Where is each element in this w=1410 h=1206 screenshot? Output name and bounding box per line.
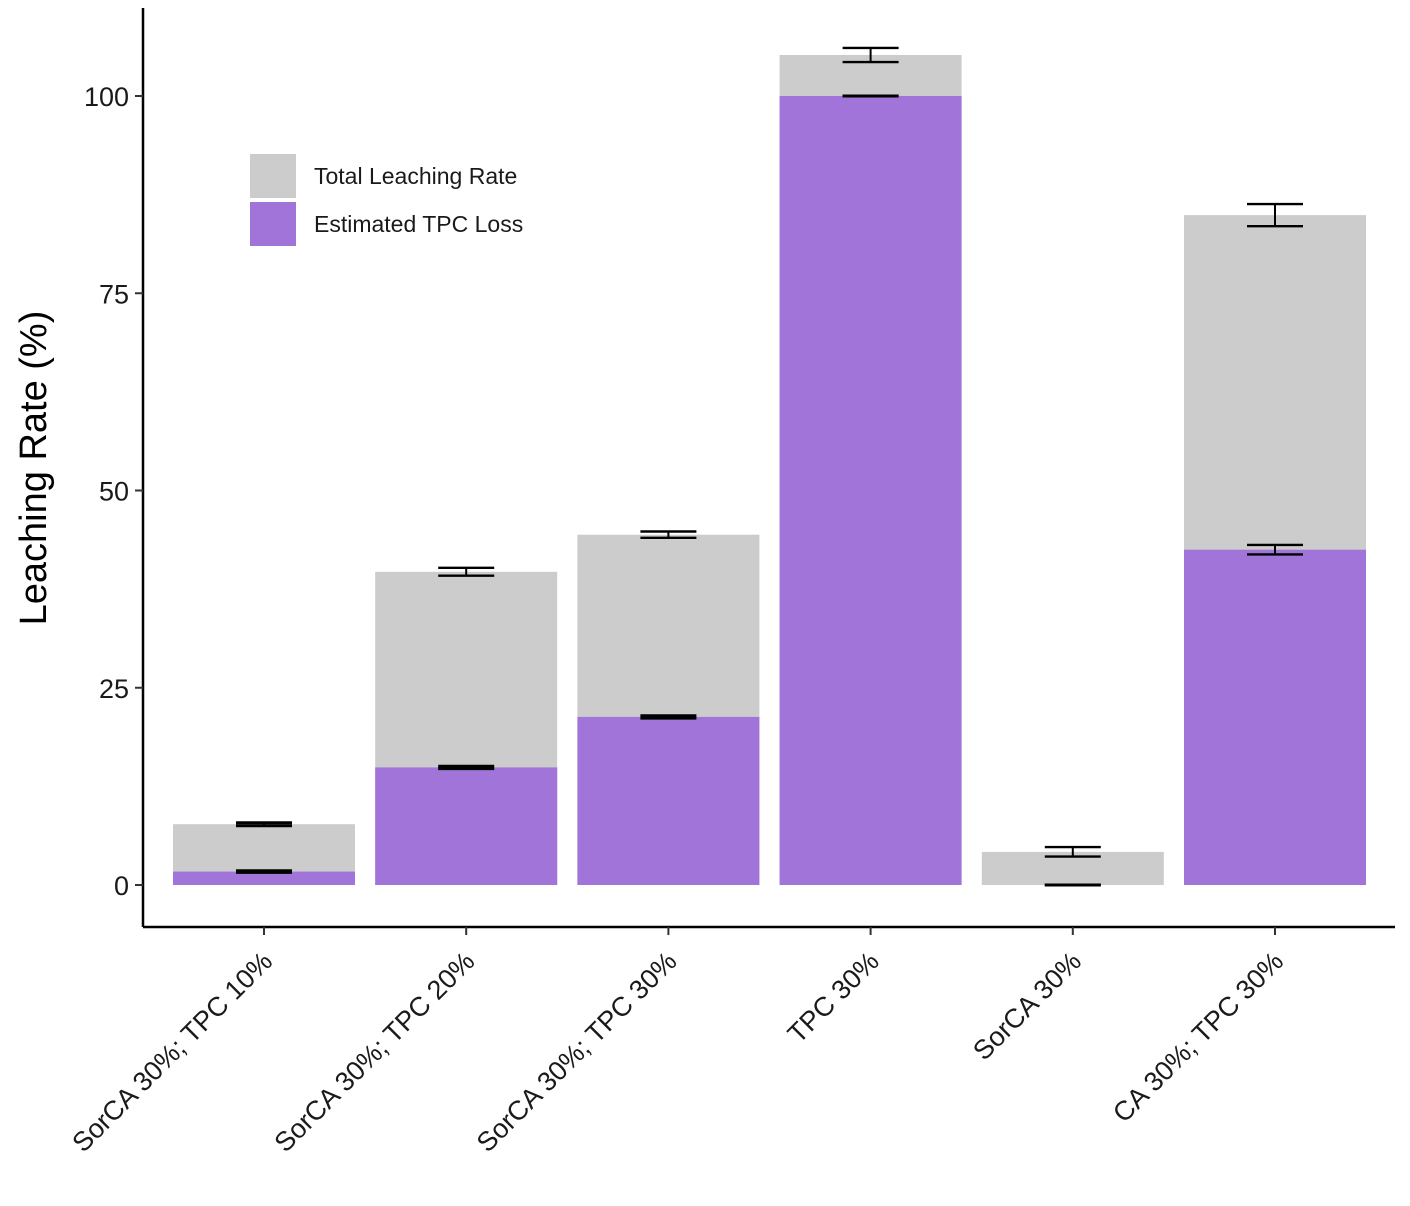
y-axis-title: Leaching Rate (%) (13, 311, 55, 626)
y-tick-label-100: 100 (84, 82, 129, 112)
error-bar-tpc-loss-0 (236, 869, 292, 874)
bar-tpc-loss-5 (1184, 549, 1366, 885)
error-bar-tpc-loss-2 (640, 714, 697, 720)
x-tick-label-4: SorCA 30% (967, 946, 1087, 1066)
error-bar-total-2 (640, 530, 697, 539)
y-tick-label-50: 50 (99, 477, 129, 507)
error-bar-tpc-loss-5 (1247, 543, 1303, 556)
x-tick-label-3: TPC 30% (782, 946, 885, 1049)
error-bar-total-5 (1247, 202, 1303, 228)
error-bar-layer (236, 46, 1303, 887)
error-bar-total-3 (842, 46, 899, 64)
error-bar-tpc-loss-1 (438, 764, 495, 771)
x-tick-label-1: SorCA 30%; TPC 20% (269, 946, 481, 1158)
legend-key-tpc-loss (250, 202, 296, 246)
legend-label-total: Total Leaching Rate (314, 163, 517, 189)
x-tick-label-5: CA 30%; TPC 30% (1107, 946, 1289, 1128)
bar-tpc-loss-1 (375, 767, 558, 885)
y-tick-label-0: 0 (114, 871, 129, 901)
error-bar-total-4 (1044, 845, 1101, 858)
bar-tpc-loss-0 (173, 871, 355, 885)
bar-layer (173, 55, 1366, 886)
bar-tpc-loss-3 (779, 96, 962, 885)
legend: Total Leaching Rate Estimated TPC Loss (250, 154, 523, 246)
legend-key-total (250, 154, 296, 198)
x-tick-label-2: SorCA 30%; TPC 30% (471, 946, 683, 1158)
bar-tpc-loss-2 (577, 716, 760, 885)
x-tick-label-0: SorCA 30%; TPC 10% (66, 946, 278, 1158)
y-tick-label-75: 75 (99, 279, 129, 309)
y-tick-label-25: 25 (99, 674, 129, 704)
error-bar-total-1 (438, 566, 495, 577)
error-bar-total-0 (236, 821, 292, 828)
legend-label-tpc-loss: Estimated TPC Loss (314, 211, 523, 237)
